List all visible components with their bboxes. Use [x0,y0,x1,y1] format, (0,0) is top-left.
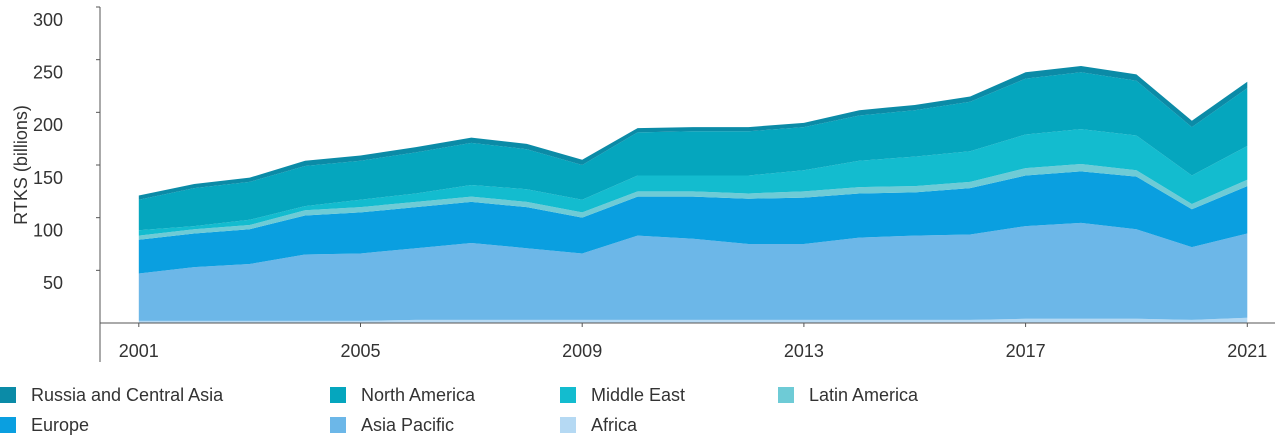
legend-label: Middle East [591,385,685,405]
legend-swatch [778,387,794,403]
y-tick-label: 250 [33,62,63,82]
area [138,171,1248,274]
legend-label: Asia Pacific [361,415,454,435]
legend-label: Europe [31,415,89,435]
legend-swatch [560,387,576,403]
area [138,163,1248,240]
y-axis-label: RTKS (billions) [11,105,31,225]
area [138,222,1248,321]
y-tick-label: 200 [33,115,63,135]
legend-swatch [0,387,16,403]
legend-label: Latin America [809,385,919,405]
y-tick-label: 300 [33,10,63,30]
x-tick-label: 2021 [1227,341,1267,361]
legend-swatch [330,417,346,433]
area [138,72,1248,231]
y-tick-label: 100 [33,220,63,240]
x-tick-label: 2017 [1006,341,1046,361]
x-tick-label: 2013 [784,341,824,361]
x-tick-label: 2009 [562,341,602,361]
legend-label: Africa [591,415,638,435]
legend-label: Russia and Central Asia [31,385,224,405]
legend-label: North America [361,385,476,405]
legend-swatch [0,417,16,433]
x-tick-label: 2005 [340,341,380,361]
area [138,65,1248,200]
y-tick-label: 50 [43,273,63,293]
legend-swatch [560,417,576,433]
area [138,129,1248,236]
y-tick-label: 150 [33,168,63,188]
area [138,317,1248,323]
x-tick-label: 2001 [119,341,159,361]
legend-swatch [330,387,346,403]
